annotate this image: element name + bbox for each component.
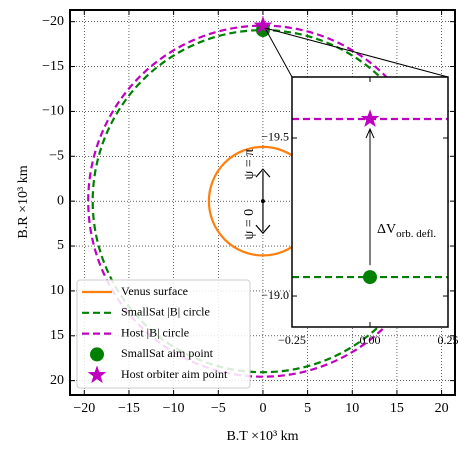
inset-frame <box>291 76 449 328</box>
x-tick-label: −10 <box>163 401 185 416</box>
x-axis-label: B.T ×10³ km <box>226 429 298 444</box>
zoom-connector <box>264 27 449 78</box>
y-tick-label: 20 <box>50 373 64 388</box>
x-tick-label: 0.00 <box>360 333 381 347</box>
x-tick-label: 15 <box>390 401 404 416</box>
x-tick-label: 0.25 <box>438 333 459 347</box>
y-tick-label: −19.5 <box>261 130 289 144</box>
legend-marker <box>90 347 104 362</box>
legend-label: Host orbiter aim point <box>121 367 228 381</box>
annotation: ΔVorb. defl. <box>377 222 436 239</box>
psi-arrowhead <box>255 168 271 178</box>
annotation-sub: orb. defl. <box>396 228 436 240</box>
x-tick-label: 0 <box>259 401 266 416</box>
psi-arrowhead <box>255 224 271 235</box>
annotation: ψ = 0 <box>242 209 257 240</box>
y-tick-label: −19.0 <box>261 288 289 302</box>
x-tick-label: −5 <box>211 401 226 416</box>
psi-dot <box>260 199 265 204</box>
annotation: ψ = π <box>242 149 257 180</box>
y-tick-label: 5 <box>57 238 64 253</box>
legend-frame <box>76 279 251 389</box>
inset-content <box>292 109 448 285</box>
legend-marker <box>87 365 107 384</box>
inset-plot: −0.25 0.00 0.25 −19.5 −19.0 ΔVorb. defl. <box>261 76 459 347</box>
legend-label: Host |B| circle <box>121 325 189 339</box>
y-tick-label: 15 <box>50 328 64 343</box>
legend-label: SmallSat |B| circle <box>121 305 210 319</box>
legend-label: Venus surface <box>121 284 188 298</box>
x-tick-label: −0.25 <box>278 333 306 347</box>
legend-label: SmallSat aim point <box>121 346 214 360</box>
zoom-connector <box>264 27 293 78</box>
axes-frame <box>69 9 456 396</box>
legend: Venus surface SmallSat |B| circle Host |B|… <box>76 279 251 389</box>
y-tick-label: −15 <box>42 59 64 74</box>
x-tick-label: −15 <box>118 401 140 416</box>
x-tick-label: 10 <box>345 401 359 416</box>
y-tick-label: 0 <box>57 193 64 208</box>
annotation-main: ΔV <box>377 222 396 237</box>
aim-point <box>253 15 273 34</box>
y-tick-label: −10 <box>42 104 64 119</box>
aim-point <box>363 270 377 285</box>
dv-arrowhead <box>365 127 375 139</box>
y-tick-label: −5 <box>49 149 64 164</box>
aim-point <box>360 109 380 127</box>
y-tick-label: −20 <box>42 14 64 29</box>
x-tick-label: −20 <box>73 401 95 416</box>
x-tick-label: 5 <box>304 401 311 416</box>
y-tick-label: 10 <box>50 283 64 298</box>
x-tick-label: 20 <box>435 401 449 416</box>
y-axis-label: B.R ×10³ km <box>16 165 31 238</box>
